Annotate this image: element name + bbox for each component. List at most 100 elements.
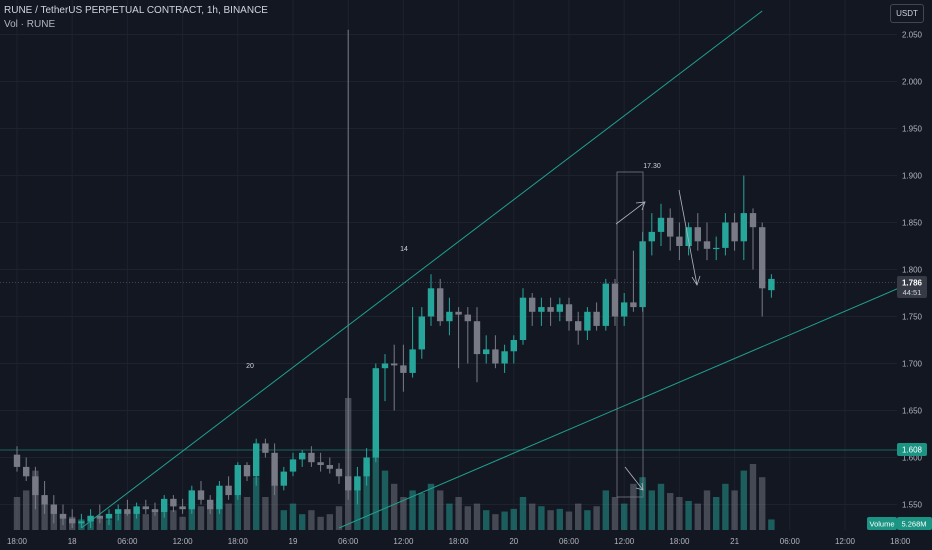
volume-bar [575,503,582,530]
candle-body [32,476,39,496]
volume-bar [400,497,407,530]
candle-body [216,485,223,510]
volume-bar [455,497,462,530]
candle-body [694,227,701,242]
candle-body [253,443,260,477]
volume-bar [335,506,343,530]
time-tick-label: 06:00 [117,537,138,546]
chart-title: RUNE / TetherUS PERPETUAL CONTRACT, 1h, … [4,5,268,16]
volume-bar [23,490,30,530]
volume-bar [161,506,168,530]
candle-body [69,518,76,524]
candle-body [188,490,195,510]
volume-bar [657,483,665,530]
candle-body [170,498,177,507]
price-tick-label: 1.600 [902,454,923,463]
volume-bar [197,506,205,530]
volume-bar [483,510,490,530]
candle-body [96,515,103,519]
volume-bar [621,503,628,530]
candle-body [133,506,140,514]
candle-body [289,459,297,472]
candle-body [326,465,333,469]
candle-body [455,311,462,315]
volume-bar [519,497,527,530]
volume-tag-badge [867,517,897,530]
volume-bar [740,470,747,530]
currency-button[interactable]: USDT [890,4,924,23]
volume-bar [289,503,297,530]
candle-body [335,468,343,477]
time-tick-label: 12:00 [835,537,856,546]
volume-bar [648,490,655,530]
volume-bar [676,497,683,530]
candle-body [749,213,757,228]
candle-body [676,236,683,246]
candle-body [630,302,637,308]
volume-bar [722,483,729,530]
candle-body [713,247,720,250]
volume-bar [363,464,370,530]
candlesticks [13,29,775,528]
price-tick-label: 2.000 [902,78,923,87]
candle-body [667,217,674,237]
volume-bar [170,510,177,530]
candle-body [115,509,122,514]
volume-bar [694,503,701,530]
candle-body [124,509,131,514]
volume-bar [151,510,159,530]
volume-bar [308,510,315,530]
bars-range-label: 17.30 [643,163,661,170]
volume-indicator-label[interactable]: Vol · RUNE [4,19,56,30]
volume-bar [556,508,563,530]
candle-body [400,365,407,373]
horizontal-level-badge [897,443,927,456]
candle-body [345,476,352,491]
candle-body [50,504,57,514]
candle-body [105,513,113,519]
time-tick-label: 12:00 [393,537,414,546]
candle-body [23,466,30,477]
price-axis-background[interactable] [897,0,932,550]
volume-bar [243,497,251,530]
candle-body [243,465,251,477]
candle-body [519,297,527,340]
candle-body [483,349,490,355]
candle-body [161,498,168,513]
candle-body [308,452,315,463]
candle-body [473,321,481,355]
candle-body [41,495,48,505]
volume-last-value: 5.268M [901,520,926,529]
last-price-badge [897,276,927,298]
volume-bar [13,497,21,530]
candle-body [13,454,21,467]
candle-body [78,521,85,524]
candle-body [142,506,149,510]
price-tick-label: 1.750 [902,313,923,322]
volume-bar [529,503,536,530]
annotations: 20 14 17.30 [246,163,701,498]
price-tick-label: 1.850 [902,219,923,228]
candle-body [381,363,389,369]
volume-bar [299,514,306,530]
candle-body [179,506,186,510]
time-tick-label: 18:00 [890,537,911,546]
volume-bar [584,510,591,530]
time-tick-label: 06:00 [559,537,580,546]
volume-bar [225,503,232,530]
volume-bar [611,497,619,530]
volume-bar [391,483,398,530]
volume-bar [326,514,333,530]
horizontal-level-value: 1.608 [902,446,923,455]
volume-bar [115,514,122,530]
candle-body [538,307,545,312]
volume-bar [602,490,609,530]
candle-body [556,304,563,312]
candle-body [731,222,738,242]
candle-body [262,443,269,453]
volume-bar [446,503,453,530]
volume-bar [133,508,140,530]
trend-lines[interactable] [81,10,910,529]
